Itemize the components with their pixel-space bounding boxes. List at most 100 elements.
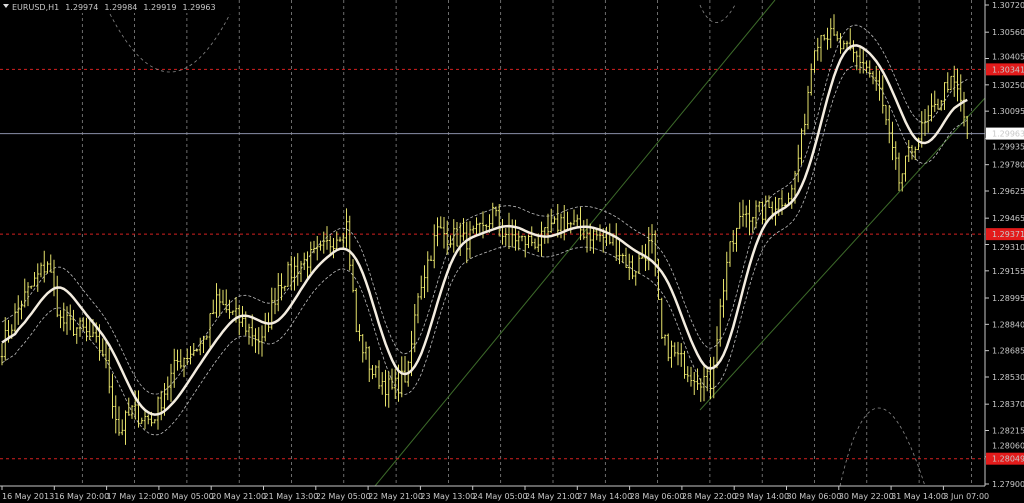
price-tick-label: 1.30250: [992, 81, 1024, 90]
outer-band-top-right: [699, 4, 736, 23]
ohlc-bar: [761, 201, 764, 224]
ohlc-bar: [462, 218, 465, 241]
ohlc-bar: [81, 317, 85, 331]
time-tick-label: 22 May 21:00: [368, 492, 423, 501]
ohlc-bar: [202, 335, 205, 354]
price-bars: [0, 14, 969, 445]
ohlc-bar: [634, 270, 638, 286]
ohlc-bar: [127, 397, 131, 416]
price-tick-label: 1.28060: [992, 442, 1024, 451]
ohlc-bar: [276, 272, 280, 312]
ohlc-bar: [237, 304, 241, 336]
ohlc-bar: [39, 262, 43, 278]
level-tag-label: 1.28049: [992, 455, 1024, 464]
ohlc-bar: [146, 414, 150, 425]
ohlc-bar: [36, 263, 40, 292]
time-tick-label: 17 May 12:00: [107, 492, 162, 501]
ohlc-bar: [172, 348, 176, 388]
level-tag: [986, 63, 1024, 76]
ohlc-bar: [205, 335, 209, 340]
symbol-label: EURUSD,H1: [12, 3, 59, 12]
ohlc-bar: [881, 75, 885, 114]
ohlc-bar: [686, 366, 690, 383]
ohlc-bar: [478, 222, 482, 233]
ohlc-bar: [306, 251, 309, 279]
price-tick-label: 1.28685: [992, 347, 1024, 356]
ohlc-bar: [939, 99, 943, 111]
ohlc-bar: [228, 299, 231, 319]
ohlc-bar: [621, 253, 625, 263]
ohlc-bar: [403, 356, 407, 383]
ohlc-bar: [442, 217, 446, 249]
horizontal-levels: [0, 68, 985, 460]
ohlc-bar: [16, 295, 20, 325]
ohlc-bar: [33, 272, 36, 287]
ohlc-bar: [107, 348, 111, 394]
ohlc-bar: [540, 221, 543, 257]
ohlc-bar: [949, 75, 953, 91]
ohlc-bar: [764, 195, 768, 225]
dropdown-triangle-icon[interactable]: [3, 4, 9, 8]
price-tick-label: 1.28370: [992, 400, 1024, 409]
moving-average-line: [1, 44, 968, 416]
ohlc-bar: [465, 221, 469, 264]
ohlc-bar: [247, 323, 251, 345]
ohlc-bar: [637, 251, 641, 274]
ohlc-bar: [556, 203, 560, 238]
price-axis[interactable]: 1.30720 1.30560 1.30405 1.30250 1.30095 1.299…: [985, 1, 1024, 489]
time-tick-label: 23 May 13:00: [420, 492, 475, 501]
ohlc-bar: [965, 115, 969, 140]
ohlc-bar: [361, 334, 365, 363]
axes: [0, 0, 986, 487]
time-tick-label: 24 May 21:00: [525, 492, 580, 501]
ohlc-bar: [309, 241, 313, 274]
ohlc-bar: [650, 224, 654, 254]
ohlc-bar: [728, 241, 732, 267]
ohlc-bar: [55, 275, 59, 318]
price-tick-label: 1.30405: [992, 52, 1024, 61]
time-tick-label: 29 May 14:00: [734, 492, 789, 501]
ohlc-bar: [692, 372, 696, 396]
ohlc-bar: [153, 419, 157, 424]
ohlc-bar: [471, 225, 475, 234]
ohlc-bar: [832, 14, 836, 36]
ohlc-bar: [377, 360, 381, 389]
trend-channel: [374, 0, 986, 487]
ohlc-bar: [182, 357, 186, 378]
time-tick-label: 22 May 05:00: [316, 492, 371, 501]
ohlc-bar: [891, 121, 894, 161]
ohlc-bar: [88, 319, 92, 341]
ohlc-bar: [510, 219, 514, 248]
ohlc-bar: [959, 74, 963, 112]
ohlc-bar: [809, 63, 813, 96]
ohlc-bar: [754, 200, 758, 229]
ohlc-bar: [569, 221, 573, 234]
ohlc-bar: [683, 350, 686, 379]
price-tick-label: 1.29310: [992, 243, 1024, 252]
ohlc-bar: [663, 334, 667, 346]
ohlc-bar: [497, 204, 501, 237]
price-tick-label: 1.28840: [992, 320, 1024, 329]
ohlc-bar: [338, 236, 342, 242]
ohlc-bar: [943, 82, 946, 111]
ohlc-bar: [702, 365, 706, 402]
ohlc-bar: [624, 247, 628, 269]
ohlc-bar: [332, 237, 335, 259]
ohlc-bar: [579, 207, 582, 241]
ohlc-bar: [871, 71, 875, 85]
ohlc-bar: [689, 366, 693, 387]
ohlc-bar: [341, 232, 345, 250]
ohlc-bar: [913, 146, 917, 161]
ohlc-bar: [660, 297, 664, 339]
ohlc-bar: [68, 304, 72, 331]
price-tick-label: 1.30095: [992, 107, 1024, 116]
ohlc-bar: [283, 285, 287, 292]
ohlc-bar: [117, 406, 121, 436]
ohlc-bar: [166, 376, 170, 401]
ohlc-bar: [595, 228, 599, 241]
ohlc-bar: [293, 256, 296, 291]
ohlc-bar: [627, 253, 631, 281]
ohlc-bar: [335, 231, 339, 252]
